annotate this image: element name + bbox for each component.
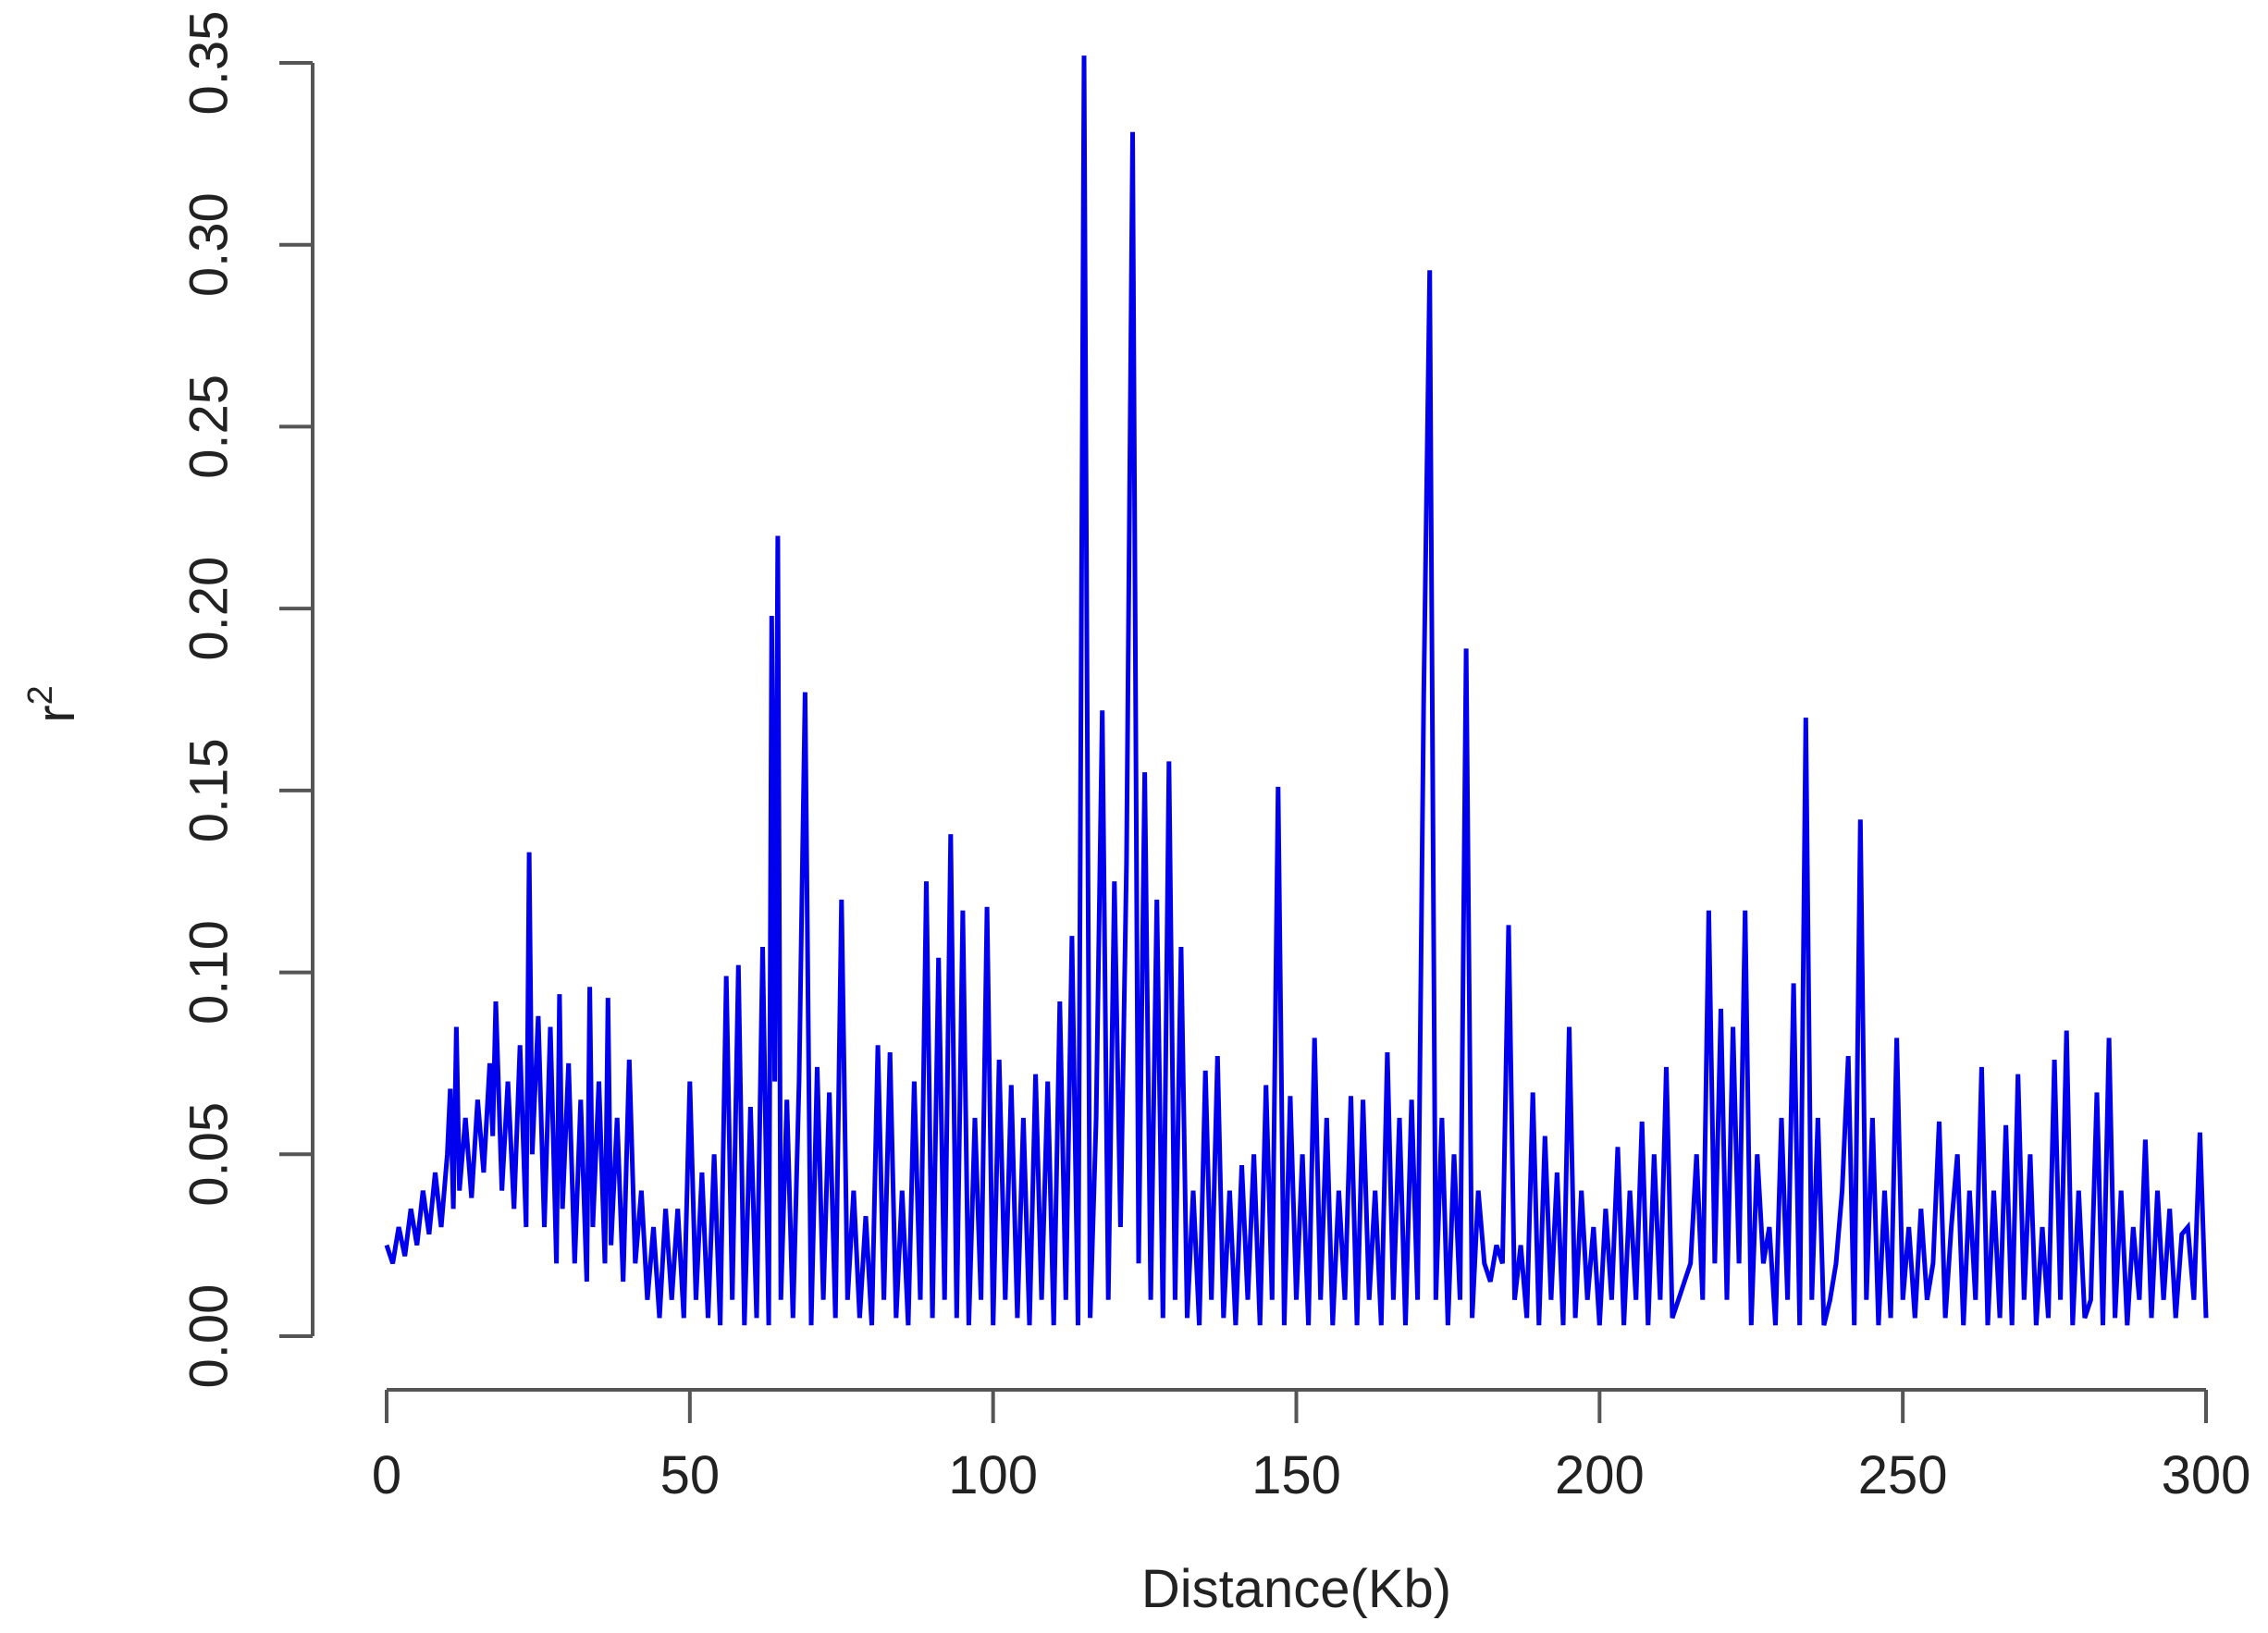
x-tick-label: 100 <box>948 1445 1038 1505</box>
x-tick-label: 0 <box>372 1445 401 1505</box>
series-layer <box>384 55 2209 1326</box>
x-axis-title: Distance(Kb) <box>1141 1559 1451 1619</box>
y-axis-title: r2 <box>21 685 86 722</box>
y-tick-label: 0.25 <box>179 374 240 479</box>
x-tick-label: 300 <box>2162 1445 2251 1505</box>
x-axis: 0 50 100 150 200 250 300 <box>372 1388 2251 1505</box>
y-tick-label: 0.35 <box>179 11 240 116</box>
y-tick-label: 0.30 <box>179 192 240 297</box>
y-tick-label: 0.05 <box>179 1102 240 1207</box>
x-tick-label: 150 <box>1251 1445 1341 1505</box>
x-tick-label: 250 <box>1858 1445 1948 1505</box>
y-tick-label: 0.10 <box>179 920 240 1025</box>
y-axis-title-superscript: 2 <box>21 685 60 705</box>
y-tick-label: 0.00 <box>179 1284 240 1389</box>
x-tick-label: 200 <box>1555 1445 1645 1505</box>
y-axis-title-base: r <box>26 705 86 722</box>
y-tick-label: 0.15 <box>179 738 240 842</box>
series-line-0 <box>384 55 2209 1326</box>
x-tick-label: 50 <box>660 1445 721 1505</box>
y-tick-label: 0.20 <box>179 557 240 661</box>
y-axis: 0.00 0.05 0.10 0.15 0.20 0.25 0.30 0.35 <box>179 11 314 1389</box>
